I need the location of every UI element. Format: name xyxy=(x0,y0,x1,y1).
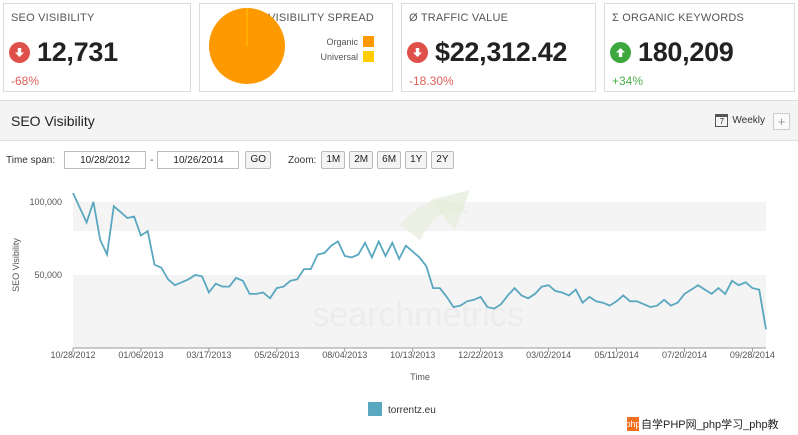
panel-header: SEO Visibility 7 Weekly + xyxy=(0,101,798,141)
legend-organic: Organic xyxy=(326,36,374,47)
x-axis: 10/28/2012 01/06/2013 03/17/2013 05/26/2013… xyxy=(50,347,775,360)
seo-visibility-change: -68% xyxy=(11,74,40,88)
legend-label-torrentz: torrentz.eu xyxy=(388,405,436,416)
x-tick-label: 03/17/2013 xyxy=(186,350,231,360)
organic-keywords-card: Σ ORGANIC KEYWORDS 180,209 +34% xyxy=(604,3,795,92)
zoom-1m-button[interactable]: 1M xyxy=(321,151,346,169)
legend-universal: Universal xyxy=(320,51,374,62)
zoom-6m-button[interactable]: 6M xyxy=(377,151,402,169)
chart-band xyxy=(73,274,766,348)
legend-universal-swatch xyxy=(363,51,374,62)
seo-visibility-title: SEO VISIBILITY xyxy=(11,12,95,24)
x-tick-label: 07/20/2014 xyxy=(662,350,707,360)
to-date-input[interactable] xyxy=(157,151,240,169)
interval-selector[interactable]: 7 Weekly xyxy=(715,114,765,127)
series-line-torrentz xyxy=(72,192,767,330)
x-tick-label: 09/28/2014 xyxy=(730,350,775,360)
arrow-down-icon xyxy=(407,42,428,63)
zoom-2y-button[interactable]: 2Y xyxy=(431,151,454,169)
arrow-down-icon xyxy=(9,42,30,63)
y-tick-label: 50,000 xyxy=(34,270,62,280)
seo-visibility-chart: searchmetrics 100,000 50,000 SEO Visibili… xyxy=(11,190,775,416)
x-axis-label: Time xyxy=(410,372,430,382)
visibility-spread-title: VISIBILITY SPREAD xyxy=(268,12,374,24)
x-tick-label: 03/02/2014 xyxy=(526,350,571,360)
date-separator: - xyxy=(150,154,154,166)
chart-controls: Time span: - GO Zoom: 1M 2M 6M 1Y 2Y xyxy=(6,151,454,169)
legend-universal-label: Universal xyxy=(320,51,358,62)
seo-visibility-panel: SEO Visibility 7 Weekly + Time span: - G… xyxy=(0,100,798,435)
x-tick-label: 05/11/2014 xyxy=(594,350,638,360)
x-tick-label: 01/06/2013 xyxy=(118,350,163,360)
php-logo-icon: php xyxy=(625,417,641,431)
seo-visibility-value: 12,731 xyxy=(37,37,118,67)
legend-organic-label: Organic xyxy=(326,36,358,47)
traffic-value-change: -18.30% xyxy=(409,74,454,88)
site-watermark-text: 自学PHP网_php学习_php教 xyxy=(641,419,779,431)
go-button[interactable]: GO xyxy=(245,151,271,169)
x-tick-label: 05/26/2013 xyxy=(254,350,299,360)
organic-keywords-title: Σ ORGANIC KEYWORDS xyxy=(612,12,745,24)
traffic-value-value: $22,312.42 xyxy=(435,37,568,67)
legend-swatch-torrentz xyxy=(368,402,382,416)
watermark-text: searchmetrics xyxy=(312,296,524,334)
x-tick-label: 10/13/2013 xyxy=(390,350,435,360)
visibility-spread-card: VISIBILITY SPREAD Organic Universal xyxy=(199,3,393,92)
y-axis-label: SEO Visibility xyxy=(11,238,21,292)
chart-legend[interactable]: torrentz.eu xyxy=(368,402,436,416)
organic-keywords-value: 180,209 xyxy=(638,37,734,67)
legend-organic-swatch xyxy=(363,36,374,47)
traffic-value-card: Ø TRAFFIC VALUE $22,312.42 -18.30% xyxy=(401,3,596,92)
x-tick-label: 08/04/2013 xyxy=(322,350,367,360)
organic-keywords-change: +34% xyxy=(612,74,644,88)
from-date-input[interactable] xyxy=(64,151,147,169)
traffic-value-title: Ø TRAFFIC VALUE xyxy=(409,12,509,24)
interval-label: Weekly xyxy=(732,115,765,126)
visibility-spread-pie xyxy=(208,7,286,90)
panel-title: SEO Visibility xyxy=(11,113,95,129)
arrow-up-icon xyxy=(610,42,631,63)
y-tick-label: 100,000 xyxy=(29,197,62,207)
y-axis: 100,000 50,000 xyxy=(29,197,62,280)
x-tick-label: 12/22/2013 xyxy=(458,350,503,360)
time-span-label: Time span: xyxy=(6,154,56,166)
x-tick-label: 10/28/2012 xyxy=(50,350,95,360)
zoom-label: Zoom: xyxy=(288,154,317,166)
watermark: searchmetrics xyxy=(312,190,524,334)
site-watermark-badge: php 自学PHP网_php学习_php教 xyxy=(623,413,798,435)
add-button[interactable]: + xyxy=(773,113,790,130)
calendar-icon: 7 xyxy=(715,114,729,127)
zoom-2m-button[interactable]: 2M xyxy=(349,151,374,169)
seo-visibility-card: SEO VISIBILITY 12,731 -68% xyxy=(3,3,191,92)
zoom-1y-button[interactable]: 1Y xyxy=(405,151,428,169)
